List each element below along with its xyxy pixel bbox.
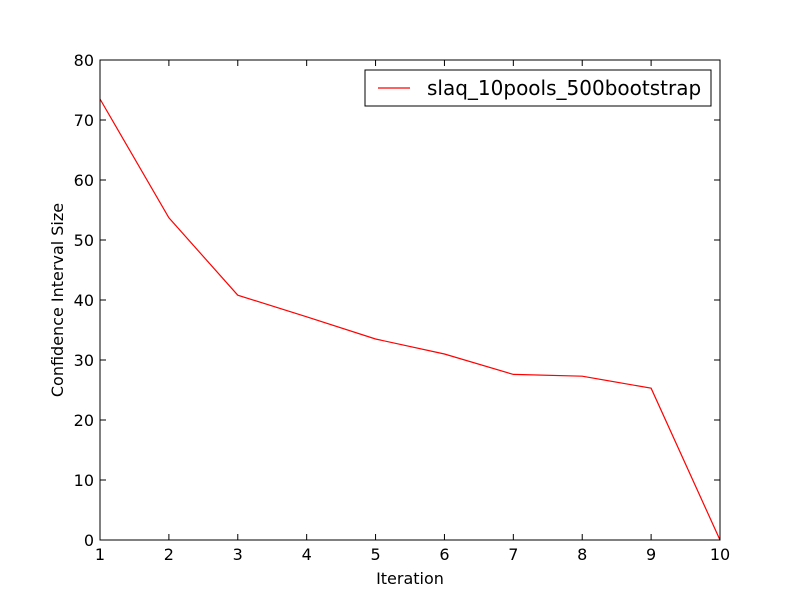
tick-labels: 1 2 3 4 5 6 7 8 9 10 0 10 20 30 40 50 60 70 80 bbox=[74, 51, 731, 564]
x-tick-label: 5 bbox=[370, 545, 380, 564]
x-tick-label: 3 bbox=[233, 545, 243, 564]
y-tick-label: 70 bbox=[74, 111, 94, 130]
x-tick-label: 10 bbox=[710, 545, 730, 564]
y-tick-label: 30 bbox=[74, 351, 94, 370]
y-tick-label: 80 bbox=[74, 51, 94, 70]
x-tick-label: 4 bbox=[302, 545, 312, 564]
x-tick-label: 9 bbox=[646, 545, 656, 564]
legend: slaq_10pools_500bootstrap bbox=[364, 69, 712, 107]
plot-frame bbox=[99, 59, 721, 541]
x-tick-label: 2 bbox=[164, 545, 174, 564]
y-tick-label: 10 bbox=[74, 471, 94, 490]
axis-ticks bbox=[99, 59, 721, 541]
y-tick-label: 0 bbox=[84, 531, 94, 550]
x-tick-label: 6 bbox=[439, 545, 449, 564]
y-tick-label: 20 bbox=[74, 411, 94, 430]
y-tick-label: 50 bbox=[74, 231, 94, 250]
y-tick-label: 60 bbox=[74, 171, 94, 190]
legend-label: slaq_10pools_500bootstrap bbox=[427, 76, 701, 100]
x-tick-label: 1 bbox=[95, 545, 105, 564]
y-tick-label: 40 bbox=[74, 291, 94, 310]
series-line bbox=[99, 98, 721, 541]
legend-box bbox=[364, 69, 712, 107]
x-tick-label: 7 bbox=[508, 545, 518, 564]
y-axis-label: Confidence Interval Size bbox=[48, 203, 67, 397]
x-axis-label: Iteration bbox=[376, 569, 444, 588]
x-tick-label: 8 bbox=[577, 545, 587, 564]
series-layer bbox=[99, 98, 721, 541]
